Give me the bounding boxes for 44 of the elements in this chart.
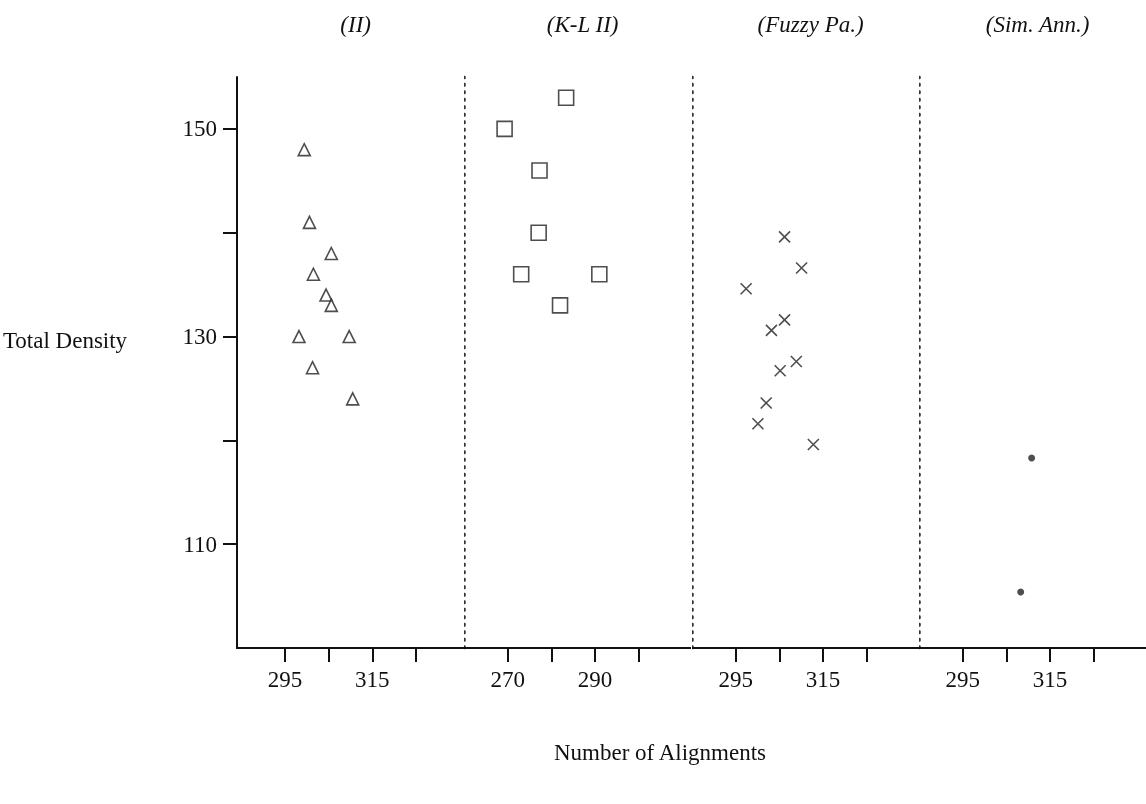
point (773, 364, 786, 378)
point (496, 120, 514, 138)
x-tick-label: 315 (1032, 667, 1067, 692)
point (739, 282, 752, 296)
point (531, 162, 549, 179)
point (324, 298, 339, 313)
point (806, 438, 820, 451)
point (292, 329, 306, 344)
x-tick-label: 295 (267, 667, 303, 692)
x-tick-label: 315 (805, 667, 840, 692)
y-tick-label: 130 (182, 324, 217, 350)
point (513, 265, 530, 283)
point (306, 267, 321, 282)
point (591, 265, 608, 283)
point (789, 355, 803, 368)
y-axis-title: Total Density (1, 327, 129, 355)
point (794, 261, 808, 275)
point (324, 246, 339, 261)
point (297, 142, 312, 157)
y-tick-label: 110 (183, 531, 217, 557)
x-tick-label: 295 (945, 667, 980, 692)
point (319, 288, 333, 302)
chart-title: (II) (340, 12, 371, 37)
chart-title: (Fuzzy Pa.) (757, 12, 864, 37)
x-tick-label: 290 (577, 667, 613, 692)
point (530, 224, 548, 242)
point (551, 297, 569, 314)
x-tick-label: 270 (490, 667, 526, 692)
x-tick-label: 295 (717, 667, 753, 692)
chart-title: (K-L II) (546, 12, 619, 37)
point (342, 329, 356, 344)
point (305, 360, 320, 375)
x-axis-title: Number of Alignments (553, 740, 767, 766)
point (759, 396, 773, 410)
chart-title: (Sim. Ann.) (985, 12, 1090, 37)
point (302, 215, 317, 230)
point (345, 392, 360, 406)
point (764, 324, 778, 337)
x-tick-label: 315 (355, 667, 390, 692)
point (558, 89, 575, 107)
point (777, 313, 791, 327)
y-tick-label: 150 (182, 116, 217, 142)
point (751, 417, 764, 431)
point (777, 230, 791, 244)
